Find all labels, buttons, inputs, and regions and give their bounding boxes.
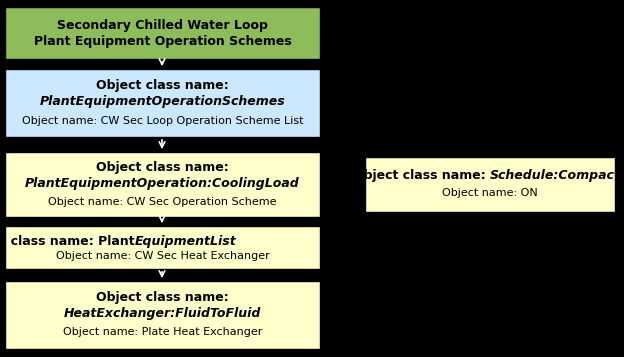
FancyBboxPatch shape: [365, 157, 615, 212]
Text: Object name: CW Sec Loop Operation Scheme List: Object name: CW Sec Loop Operation Schem…: [22, 116, 303, 126]
Text: Object name: Plate Heat Exchanger: Object name: Plate Heat Exchanger: [63, 327, 262, 337]
Text: Secondary Chilled Water Loop: Secondary Chilled Water Loop: [57, 19, 268, 31]
Text: PlantEquipmentOperationSchemes: PlantEquipmentOperationSchemes: [40, 96, 285, 109]
FancyBboxPatch shape: [5, 7, 320, 59]
Text: Schedule:Compact: Schedule:Compact: [490, 169, 621, 181]
Text: Object name: ON: Object name: ON: [442, 188, 538, 198]
Text: Object class name:: Object class name:: [96, 292, 229, 305]
Text: Object name: CW Sec Operation Scheme: Object name: CW Sec Operation Scheme: [48, 197, 277, 207]
FancyBboxPatch shape: [5, 152, 320, 217]
FancyBboxPatch shape: [5, 281, 320, 349]
Text: Plant Equipment Operation Schemes: Plant Equipment Operation Schemes: [34, 35, 291, 47]
Text: HeatExchanger:FluidToFluid: HeatExchanger:FluidToFluid: [64, 307, 261, 321]
FancyBboxPatch shape: [5, 226, 320, 269]
FancyBboxPatch shape: [5, 69, 320, 137]
Text: Object class name:: Object class name:: [353, 169, 490, 181]
Text: Object class name:: Object class name:: [96, 80, 229, 92]
Text: Object class name: Plant: Object class name: Plant: [0, 235, 135, 247]
Text: PlantEquipmentOperation:CoolingLoad: PlantEquipmentOperation:CoolingLoad: [25, 177, 300, 191]
Text: Object name: CW Sec Heat Exchanger: Object name: CW Sec Heat Exchanger: [56, 251, 270, 261]
Text: Object class name:: Object class name:: [96, 161, 229, 175]
Text: EquipmentList: EquipmentList: [135, 235, 236, 247]
